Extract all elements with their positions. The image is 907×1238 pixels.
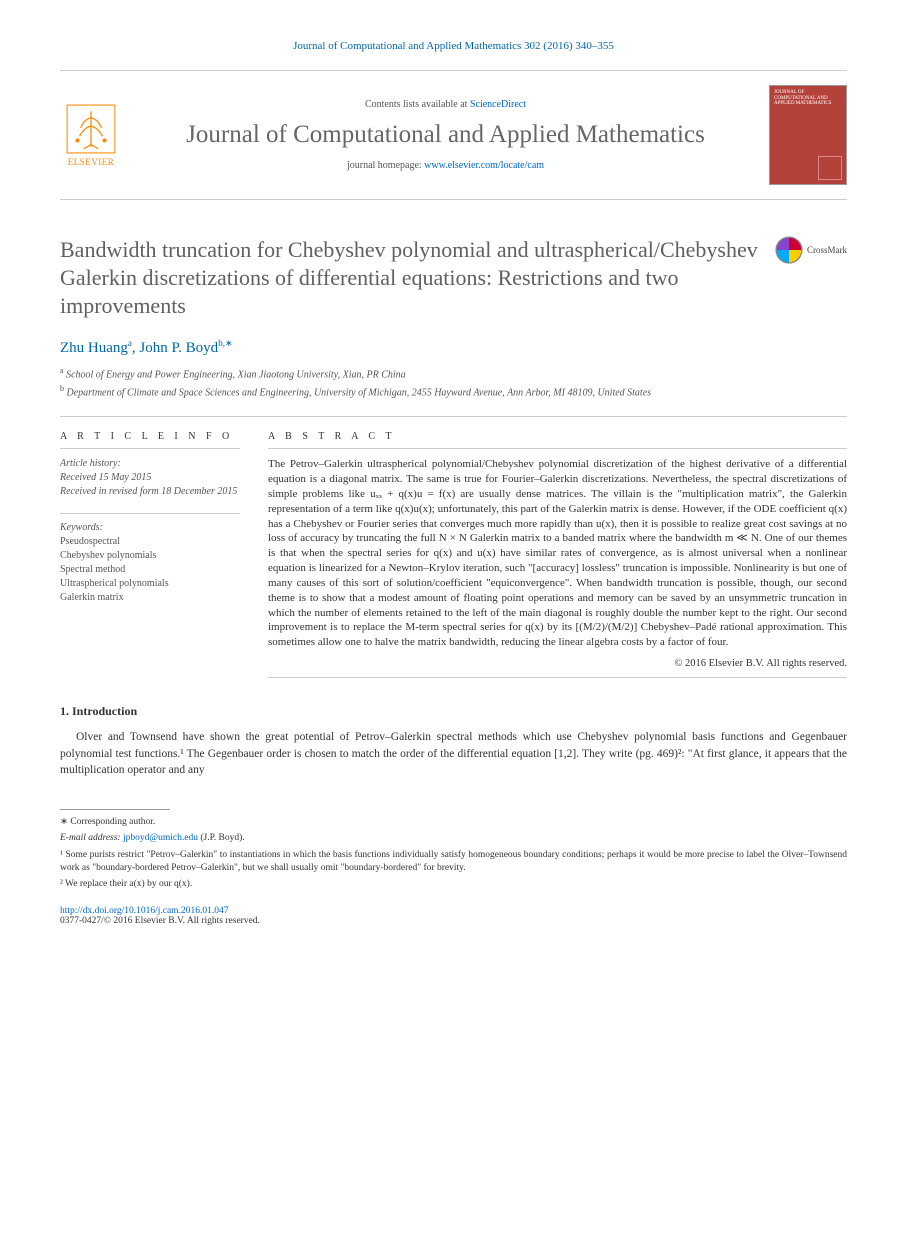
- journal-cover-thumbnail[interactable]: JOURNAL OF COMPUTATIONAL AND APPLIED MAT…: [769, 85, 847, 185]
- keyword: Chebyshev polynomials: [60, 549, 240, 563]
- keyword: Galerkin matrix: [60, 591, 240, 605]
- divider: [60, 513, 240, 514]
- author-2[interactable]: John P. Boyd: [139, 340, 218, 356]
- history-revised: Received in revised form 18 December 201…: [60, 485, 240, 499]
- intro-paragraph: Olver and Townsend have shown the great …: [60, 729, 847, 779]
- masthead: ELSEVIER Contents lists available at Sci…: [60, 70, 847, 200]
- footnote-1: ¹ Some purists restrict "Petrov–Galerkin…: [60, 849, 847, 876]
- page-container: Journal of Computational and Applied Mat…: [0, 0, 907, 956]
- keyword: Pseudospectral: [60, 535, 240, 549]
- homepage-link[interactable]: www.elsevier.com/locate/cam: [424, 160, 544, 171]
- journal-name: Journal of Computational and Applied Mat…: [136, 120, 755, 150]
- divider: [268, 677, 847, 678]
- article-info-head: A R T I C L E I N F O: [60, 431, 240, 442]
- paper-title: Bandwidth truncation for Chebyshev polyn…: [60, 236, 761, 320]
- footnote-divider: [60, 809, 170, 810]
- cover-label: JOURNAL OF COMPUTATIONAL AND APPLIED MAT…: [774, 90, 842, 107]
- bottom-block: http://dx.doi.org/10.1016/j.cam.2016.01.…: [60, 906, 847, 926]
- masthead-center: Contents lists available at ScienceDirec…: [136, 99, 755, 171]
- history-received: Received 15 May 2015: [60, 471, 240, 485]
- divider: [60, 416, 847, 417]
- email-suffix: (J.P. Boyd).: [198, 833, 245, 843]
- footnote-2: ² We replace their a(x) by our q(x).: [60, 878, 847, 891]
- authors: Zhu Huanga, John P. Boydb,∗: [60, 338, 847, 357]
- elsevier-logo[interactable]: ELSEVIER: [60, 99, 122, 171]
- sciencedirect-link[interactable]: ScienceDirect: [470, 99, 526, 110]
- abstract-head: A B S T R A C T: [268, 431, 847, 442]
- copyright-line: © 2016 Elsevier B.V. All rights reserved…: [268, 658, 847, 669]
- abstract-text: The Petrov–Galerkin ultraspherical polyn…: [268, 457, 847, 650]
- email-link[interactable]: jpboyd@umich.edu: [123, 833, 198, 843]
- contents-prefix: Contents lists available at: [365, 99, 470, 110]
- tree-icon: [65, 103, 117, 155]
- doi-link[interactable]: http://dx.doi.org/10.1016/j.cam.2016.01.…: [60, 906, 228, 916]
- contents-line: Contents lists available at ScienceDirec…: [136, 99, 755, 110]
- homepage-line: journal homepage: www.elsevier.com/locat…: [136, 160, 755, 171]
- keywords-list: Pseudospectral Chebyshev polynomials Spe…: [60, 535, 240, 605]
- keyword: Ultraspherical polynomials: [60, 577, 240, 591]
- keywords-head: Keywords:: [60, 522, 240, 533]
- author-1[interactable]: Zhu Huang: [60, 340, 128, 356]
- publisher-brand: ELSEVIER: [68, 157, 115, 167]
- history-head: Article history:: [60, 457, 240, 471]
- running-head: Journal of Computational and Applied Mat…: [60, 40, 847, 52]
- crossmark-badge[interactable]: CrossMark: [775, 236, 847, 264]
- homepage-prefix: journal homepage:: [347, 160, 424, 171]
- article-history: Article history: Received 15 May 2015 Re…: [60, 457, 240, 499]
- footnotes: ∗ Corresponding author. E-mail address: …: [60, 816, 847, 891]
- issn-line: 0377-0427/© 2016 Elsevier B.V. All right…: [60, 916, 847, 926]
- cover-graphic: [818, 156, 842, 180]
- affiliation-a: a School of Energy and Power Engineering…: [60, 365, 847, 382]
- info-abstract-row: A R T I C L E I N F O Article history: R…: [60, 431, 847, 678]
- affiliations: a School of Energy and Power Engineering…: [60, 365, 847, 400]
- abstract-column: A B S T R A C T The Petrov–Galerkin ultr…: [268, 431, 847, 678]
- section-heading: 1. Introduction: [60, 704, 847, 719]
- author-2-affil: b,∗: [218, 338, 232, 348]
- affiliation-b: b Department of Climate and Space Scienc…: [60, 383, 847, 400]
- article-info-column: A R T I C L E I N F O Article history: R…: [60, 431, 240, 678]
- crossmark-label: CrossMark: [807, 245, 847, 255]
- email-label: E-mail address:: [60, 833, 123, 843]
- divider: [268, 448, 847, 449]
- crossmark-icon: [775, 236, 803, 264]
- title-block: Bandwidth truncation for Chebyshev polyn…: [60, 236, 847, 320]
- divider: [60, 448, 240, 449]
- keyword: Spectral method: [60, 563, 240, 577]
- corresponding-author: ∗ Corresponding author.: [60, 816, 847, 829]
- email-line: E-mail address: jpboyd@umich.edu (J.P. B…: [60, 832, 847, 845]
